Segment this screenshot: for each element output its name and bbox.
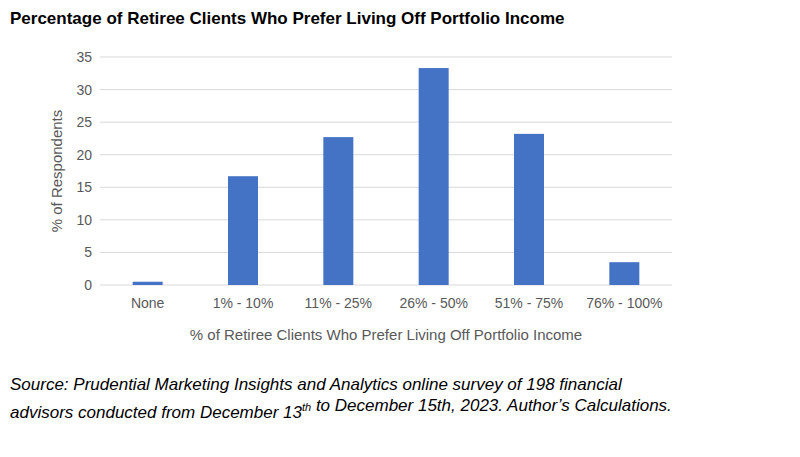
- grid-line: [100, 252, 672, 253]
- bar: [419, 68, 449, 285]
- y-tick-label: 10: [76, 212, 92, 228]
- grid-line: [100, 122, 672, 123]
- grid-line: [100, 89, 672, 90]
- y-tick-label: 20: [76, 147, 92, 163]
- bar: [323, 137, 353, 285]
- y-axis-label: % of Respondents: [48, 110, 65, 233]
- y-tick-label: 35: [76, 49, 92, 65]
- y-tick-label: 15: [76, 179, 92, 195]
- grid-line: [100, 154, 672, 155]
- x-tick-label: 51% - 75%: [495, 295, 563, 311]
- x-tick-label: 76% - 100%: [586, 295, 662, 311]
- x-tick-label: 1% - 10%: [213, 295, 274, 311]
- x-tick-label: None: [131, 295, 165, 311]
- chart: Percentage of Retiree Clients Who Prefer…: [0, 0, 800, 457]
- y-tick-label: 5: [84, 244, 92, 260]
- grid-line: [100, 285, 672, 286]
- source-note: advisors conducted from December 13th to…: [10, 396, 672, 422]
- grid-line: [100, 219, 672, 220]
- bar: [228, 176, 258, 285]
- title: Percentage of Retiree Clients Who Prefer…: [10, 9, 564, 28]
- x-axis-label: % of Retiree Clients Who Prefer Living O…: [190, 326, 582, 343]
- y-tick-label: 30: [76, 82, 92, 98]
- bars: [133, 68, 640, 285]
- bar: [609, 262, 639, 285]
- x-tick-label: 26% - 50%: [399, 295, 467, 311]
- x-tick-label: 11% - 25%: [305, 295, 372, 311]
- bar: [514, 134, 544, 285]
- bar: [133, 282, 163, 285]
- y-tick-label: 0: [84, 277, 92, 293]
- grid-line: [100, 57, 672, 58]
- grid-line: [100, 187, 672, 188]
- chart-root: Percentage of Retiree Clients Who Prefer…: [0, 0, 800, 457]
- source-note: Source: Prudential Marketing Insights an…: [10, 375, 623, 394]
- y-tick-label: 25: [76, 114, 92, 130]
